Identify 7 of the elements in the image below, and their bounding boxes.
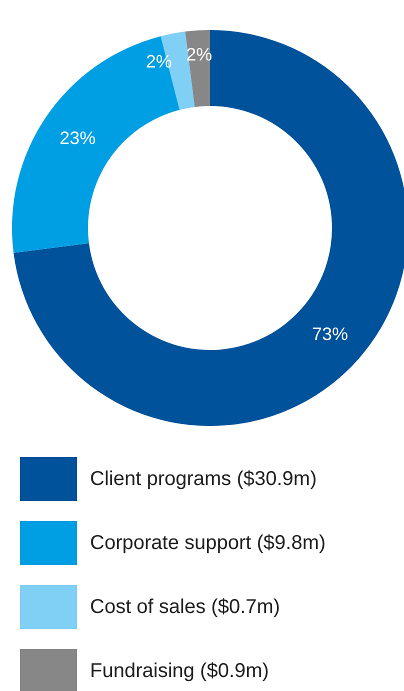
data-label: 23% <box>60 128 96 148</box>
legend-label: Corporate support ($9.8m) <box>90 532 326 554</box>
legend-label: Cost of sales ($0.7m) <box>90 596 280 618</box>
data-label: 2% <box>146 52 172 72</box>
legend-label: Client programs ($30.9m) <box>90 468 317 490</box>
legend-label: Fundraising ($0.9m) <box>90 660 269 682</box>
data-label: 73% <box>312 324 348 344</box>
